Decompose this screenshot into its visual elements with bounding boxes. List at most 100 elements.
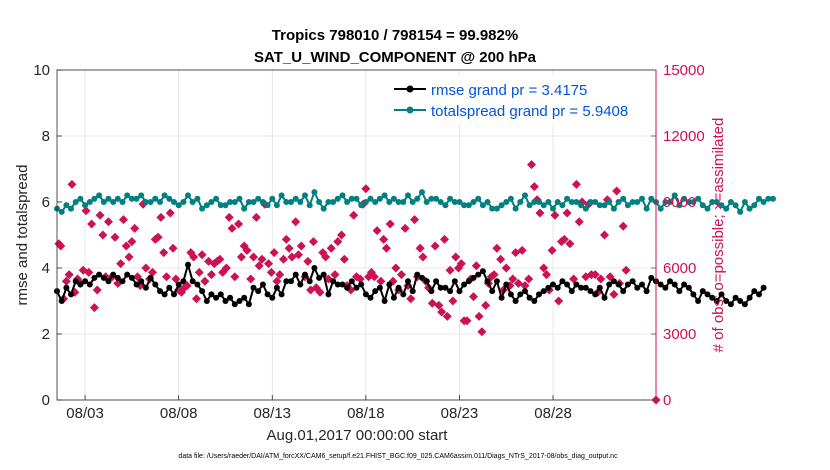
rmse-point-43 <box>255 288 262 295</box>
rmse-point-140 <box>709 294 716 301</box>
obs-marker-31 <box>141 263 151 273</box>
rmse-point-4 <box>72 278 79 285</box>
obs-marker-186 <box>609 289 619 299</box>
obs-marker-47 <box>189 252 199 262</box>
totalspread-point-68 <box>372 199 379 205</box>
legend-spread-marker <box>406 106 414 114</box>
rmse-point-144 <box>727 301 734 308</box>
rmse-point-131 <box>667 278 673 285</box>
rmse-point-28 <box>185 261 191 268</box>
rmse-point-46 <box>269 294 276 301</box>
rmse-point-64 <box>353 284 360 291</box>
obs-marker-142 <box>474 311 484 321</box>
totalspread-point-126 <box>643 205 650 212</box>
obs-marker-170 <box>559 234 569 244</box>
rmse-point-21 <box>152 281 159 288</box>
totalspread-point-132 <box>671 192 678 199</box>
totalspread-point-134 <box>681 195 688 202</box>
totalspread-point-50 <box>288 199 294 205</box>
totalspread-point-121 <box>620 195 627 202</box>
rmse-point-67 <box>367 294 374 301</box>
totalspread-point-87 <box>461 202 468 209</box>
rmse-point-127 <box>648 274 655 281</box>
obs-marker-174 <box>571 179 581 189</box>
rmse-point-84 <box>447 288 454 295</box>
rmse-point-54 <box>306 278 313 285</box>
obs-marker-76 <box>275 270 285 280</box>
totalspread-point-88 <box>465 202 472 209</box>
obs-marker-39 <box>165 208 175 218</box>
totalspread-point-104 <box>540 202 547 209</box>
totalspread-point-27 <box>180 199 187 205</box>
rmse-point-125 <box>639 281 645 288</box>
rmse-point-149 <box>751 288 758 295</box>
rmse-point-96 <box>503 281 510 288</box>
obs-marker-127 <box>430 241 440 251</box>
rmse-point-97 <box>507 291 514 298</box>
totalspread-point-90 <box>475 195 482 202</box>
totalspread-point-147 <box>741 199 748 205</box>
obs-marker-128 <box>434 300 444 310</box>
totalspread-point-74 <box>400 199 407 205</box>
obs-marker-79 <box>284 243 294 253</box>
rmse-point-23 <box>161 291 168 298</box>
totalspread-point-129 <box>657 205 664 212</box>
totalspread-point-84 <box>447 195 454 202</box>
totalspread-point-152 <box>765 195 772 202</box>
obs-marker-162 <box>535 208 545 218</box>
totalspread-point-95 <box>498 202 505 209</box>
obs-marker-69 <box>254 261 264 271</box>
totalspread-point-40 <box>241 205 248 212</box>
totalspread-point-111 <box>573 199 580 205</box>
totalspread-point-62 <box>344 199 351 205</box>
totalspread-point-17 <box>133 195 140 202</box>
rmse-point-53 <box>302 271 308 278</box>
obs-marker-182 <box>596 274 606 284</box>
y-right-tick-label-4: 12000 <box>663 128 705 145</box>
rmse-point-6 <box>82 278 89 285</box>
obs-marker-94 <box>330 270 340 280</box>
rmse-point-129 <box>657 281 664 288</box>
totalspread-point-7 <box>86 199 93 205</box>
obs-marker-48 <box>191 294 201 304</box>
obs-marker-3 <box>61 276 71 286</box>
totalspread-point-143 <box>723 205 730 212</box>
totalspread-point-82 <box>437 199 444 205</box>
totalspread-point-75 <box>405 192 411 199</box>
totalspread-point-130 <box>662 199 669 205</box>
totalspread-point-86 <box>456 199 463 205</box>
totalspread-point-99 <box>517 199 524 205</box>
rmse-point-118 <box>606 281 613 288</box>
obs-marker-187 <box>612 186 622 196</box>
totalspread-point-28 <box>185 192 191 199</box>
rmse-point-98 <box>512 298 519 304</box>
totalspread-point-60 <box>334 195 341 202</box>
totalspread-point-47 <box>273 202 280 209</box>
totalspread-point-127 <box>648 195 655 202</box>
obs-marker-85 <box>303 256 313 266</box>
totalspread-point-8 <box>91 195 98 202</box>
obs-marker-164 <box>541 270 551 280</box>
rmse-point-49 <box>283 278 290 285</box>
rmse-point-34 <box>213 294 220 301</box>
totalspread-point-63 <box>348 195 355 202</box>
totalspread-point-34 <box>213 195 220 202</box>
y-axis-label-right: # of obs: o=possible; ×=assimilated <box>710 118 727 353</box>
totalspread-point-14 <box>119 199 126 205</box>
x-tick-label-4: 08/23 <box>441 405 479 422</box>
obs-marker-18 <box>103 217 113 227</box>
chart-title: Tropics 798010 / 798154 = 99.982% <box>272 27 518 44</box>
rmse-point-59 <box>330 278 337 285</box>
rmse-point-83 <box>442 284 449 291</box>
totalspread-point-119 <box>610 205 617 212</box>
rmse-point-111 <box>573 281 580 288</box>
totalspread-point-77 <box>414 195 421 202</box>
totalspread-point-16 <box>128 195 135 202</box>
rmse-point-11 <box>105 278 112 285</box>
totalspread-point-45 <box>264 202 271 209</box>
obs-marker-136 <box>456 259 466 269</box>
totalspread-point-11 <box>105 195 112 202</box>
obs-marker-123 <box>418 252 428 262</box>
obs-marker-141 <box>471 261 481 271</box>
